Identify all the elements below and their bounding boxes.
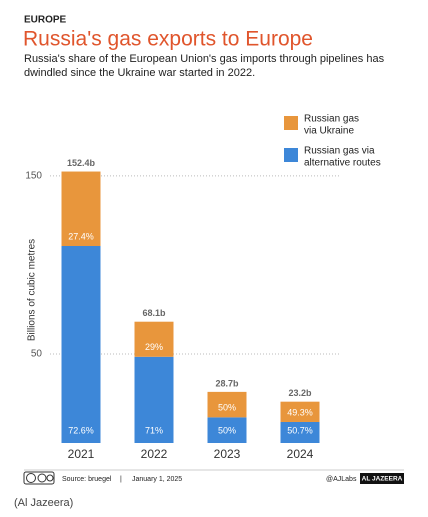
total-label: 28.7b — [215, 378, 239, 388]
brand-box — [360, 473, 404, 484]
share-label: 72.6% — [68, 425, 94, 435]
caption: (Al Jazeera) — [14, 497, 73, 509]
y-axis-label: Billions of cubic metres — [27, 239, 38, 341]
total-label: 152.4b — [67, 158, 96, 168]
cc-icon — [23, 471, 55, 485]
share-label: 49.3% — [287, 407, 313, 417]
total-label: 23.2b — [288, 388, 312, 398]
share-label: 71% — [145, 425, 163, 435]
y-tick-label: 50 — [31, 349, 43, 360]
x-tick-label: 2023 — [214, 447, 241, 461]
separator: | — [120, 476, 122, 483]
kicker: EUROPE — [24, 15, 67, 26]
bar-segment — [134, 321, 174, 357]
legend-label: via Ukraine — [304, 126, 354, 137]
legend-label: Russian gas — [304, 114, 359, 125]
subtitle: Russia's share of the European Union's g… — [24, 53, 385, 65]
bar-segment — [61, 245, 101, 443]
chart-title: Russia's gas exports to Europe — [23, 28, 313, 51]
subtitle: dwindled since the Ukraine war started i… — [24, 67, 255, 79]
handle: @AJLabs — [326, 476, 357, 483]
legend-swatch — [284, 116, 298, 130]
bar-segment — [280, 421, 320, 443]
x-tick-label: 2022 — [141, 447, 168, 461]
x-tick-label: 2024 — [287, 447, 314, 461]
share-label: 50% — [218, 425, 236, 435]
share-label: 27.4% — [68, 231, 94, 241]
share-label: 29% — [145, 342, 163, 352]
legend-label: Russian gas via — [304, 146, 375, 157]
bar-segment — [134, 356, 174, 443]
total-label: 68.1b — [142, 308, 166, 318]
share-label: 50.7% — [287, 425, 313, 435]
bar-segment — [280, 401, 320, 422]
legend-swatch — [284, 148, 298, 162]
legend-label: alternative routes — [304, 158, 381, 169]
share-label: 50% — [218, 403, 236, 413]
bar-segment — [207, 391, 247, 418]
x-tick-label: 2021 — [68, 447, 95, 461]
bar-segment — [61, 171, 101, 246]
y-tick-label: 150 — [25, 170, 42, 181]
source: Source: bruegel — [62, 476, 112, 483]
brand: AL JAZEERA — [362, 476, 403, 483]
bar-segment — [207, 417, 247, 443]
date: January 1, 2025 — [132, 476, 182, 483]
